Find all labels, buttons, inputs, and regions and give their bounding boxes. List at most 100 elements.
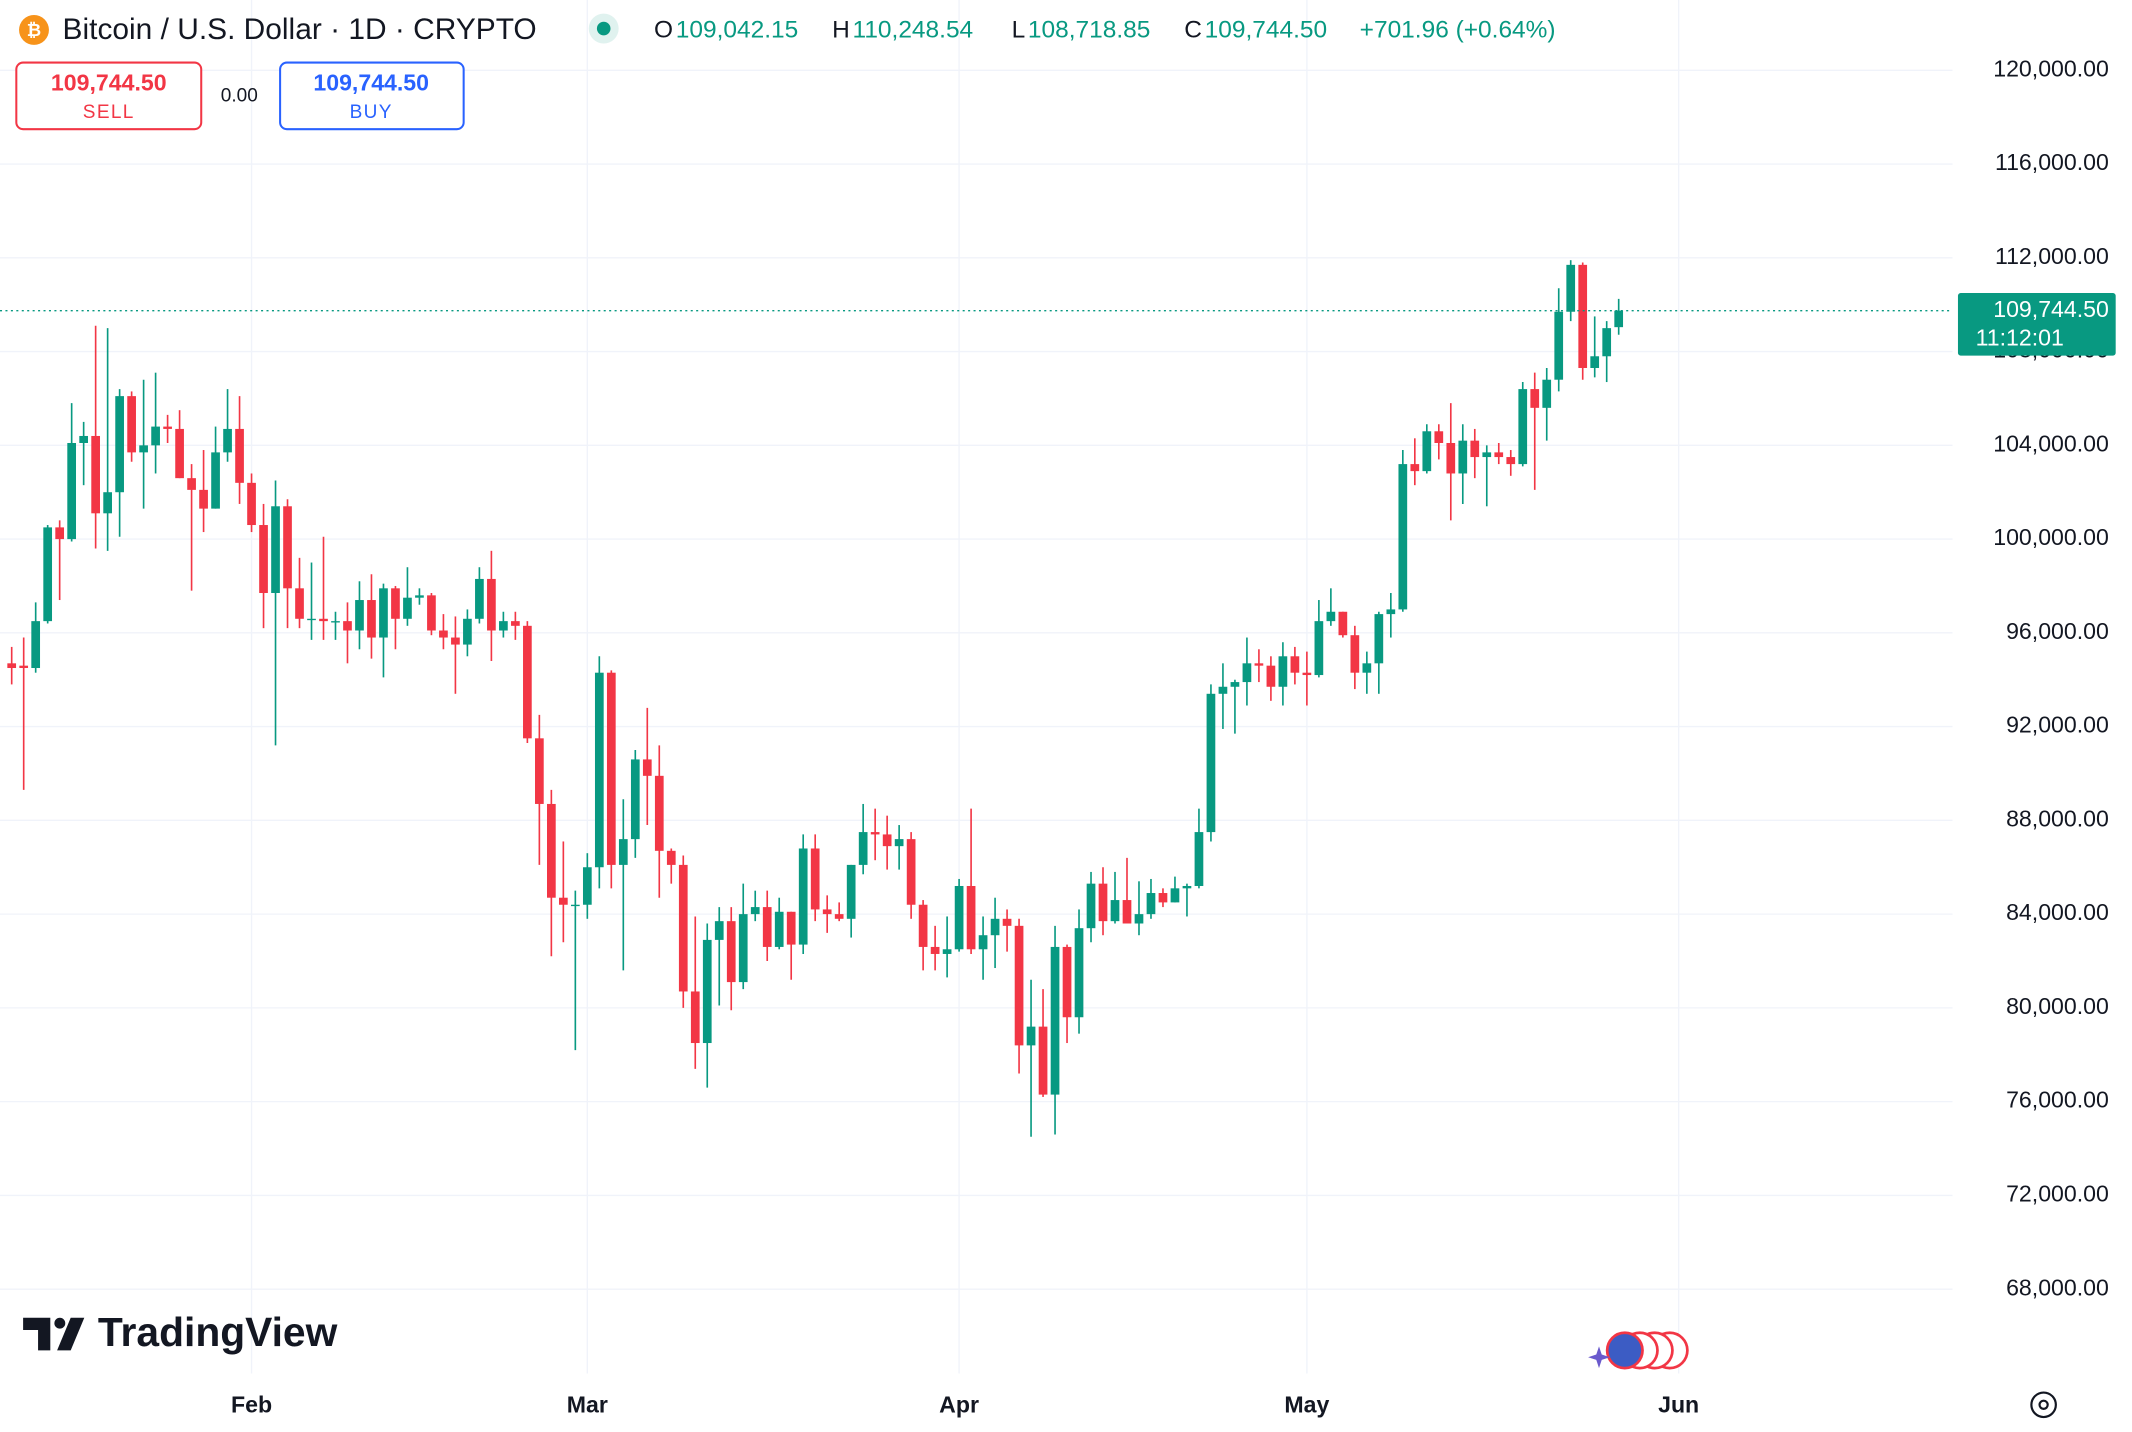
candle-body xyxy=(487,578,496,631)
candle-body xyxy=(918,904,928,947)
price-label-box xyxy=(1957,293,2116,356)
candle-body xyxy=(187,478,196,490)
y-tick-label: 100,000.00 xyxy=(1993,524,2109,550)
candle-body xyxy=(331,621,340,623)
candle-body xyxy=(1086,883,1096,929)
sell-price: 109,744.50 xyxy=(51,69,167,95)
candle-body xyxy=(1122,900,1132,924)
candle-body xyxy=(762,907,772,947)
candle-body xyxy=(618,839,628,865)
candle-body xyxy=(1494,452,1504,458)
settings-icon-core xyxy=(2038,1399,2049,1410)
candle-body xyxy=(1554,311,1564,380)
candle-body xyxy=(1218,686,1228,694)
candle-body xyxy=(1266,665,1276,687)
candle-body xyxy=(223,428,232,453)
candle-body xyxy=(810,848,820,910)
candle-body xyxy=(738,914,748,983)
candle-body xyxy=(1110,900,1120,922)
candle-body xyxy=(1062,946,1072,1018)
countdown: 11:12:01 xyxy=(1976,324,2064,350)
symbol-title: Bitcoin / U.S. Dollar · 1D · CRYPTO xyxy=(63,13,537,46)
sell-button[interactable] xyxy=(15,61,203,131)
buy-label: BUY xyxy=(350,102,393,123)
candle-body xyxy=(666,850,676,865)
candle-body xyxy=(582,867,592,905)
candle-body xyxy=(523,625,532,739)
candle-body xyxy=(307,618,316,621)
candle-body xyxy=(1158,893,1168,903)
candle-body xyxy=(235,428,244,483)
candle-body xyxy=(1134,914,1144,924)
candle-body xyxy=(678,864,688,992)
logo-shape xyxy=(23,1317,51,1351)
candle-body xyxy=(978,935,988,950)
candle-body xyxy=(906,839,916,905)
candle-body xyxy=(1074,928,1084,1018)
candle-body xyxy=(1242,663,1252,683)
candle-body xyxy=(1362,663,1372,673)
y-tick-label: 88,000.00 xyxy=(2006,805,2109,831)
sell-label: SELL xyxy=(83,102,135,123)
candle-body xyxy=(1014,925,1024,1046)
candle-body xyxy=(19,665,29,669)
candle-body xyxy=(702,939,712,1044)
change: +701.96 (+0.64%) xyxy=(1360,17,1556,44)
candle-body xyxy=(463,618,472,645)
candle-body xyxy=(1590,356,1600,368)
candle-body xyxy=(1146,893,1156,915)
candle-body xyxy=(343,621,352,631)
candle-body xyxy=(1578,264,1588,368)
candle-body xyxy=(259,525,268,594)
y-tick-label: 112,000.00 xyxy=(1995,243,2109,269)
candle-body xyxy=(1278,656,1288,687)
buy-button[interactable] xyxy=(279,61,465,131)
candle-body xyxy=(1518,389,1528,465)
ohlc-key: O xyxy=(654,17,673,44)
candle-body xyxy=(175,428,184,479)
candle-body xyxy=(511,621,520,626)
candle-body xyxy=(1170,888,1180,903)
candle-body xyxy=(1098,883,1108,922)
candle-body xyxy=(163,426,172,429)
btc-icon xyxy=(19,14,49,45)
candle-body xyxy=(367,600,376,638)
candle-body xyxy=(55,527,65,540)
candle-body xyxy=(295,588,304,619)
ohlc-value: 108,718.85 xyxy=(1028,17,1150,44)
candle-body xyxy=(427,595,436,631)
ohlc-key: H xyxy=(832,17,850,44)
logo-slash xyxy=(57,1317,85,1351)
candle-body xyxy=(894,839,904,847)
candle-body xyxy=(1290,656,1300,673)
candle-body xyxy=(594,672,604,868)
y-tick-label: 120,000.00 xyxy=(1993,55,2109,81)
buy-price: 109,744.50 xyxy=(313,69,429,95)
candle-body xyxy=(558,897,568,905)
candle-body xyxy=(1410,464,1420,472)
candle-body xyxy=(103,492,112,514)
candle-body xyxy=(391,588,400,619)
candle-body xyxy=(570,904,580,907)
y-tick-label: 96,000.00 xyxy=(2006,618,2109,644)
candle-body xyxy=(834,914,844,919)
candle-body xyxy=(1002,918,1012,926)
candle-body xyxy=(1542,379,1552,408)
candle-body xyxy=(283,506,292,589)
candle-body xyxy=(726,921,736,983)
candle-body xyxy=(1026,1026,1036,1046)
y-tick-label: 72,000.00 xyxy=(2006,1180,2109,1206)
candle-body xyxy=(199,489,208,509)
candle-body xyxy=(870,832,880,835)
candle-body xyxy=(499,621,508,631)
y-tick-label: 68,000.00 xyxy=(2006,1274,2109,1300)
candle-body xyxy=(966,885,976,950)
candle-body xyxy=(139,445,148,453)
settings-icon[interactable] xyxy=(2030,1391,2057,1419)
candle-body xyxy=(475,578,484,619)
flag[interactable] xyxy=(1605,1331,1644,1370)
candle-body xyxy=(247,482,256,526)
candle-body xyxy=(1254,663,1264,666)
candle-body xyxy=(1614,310,1624,328)
